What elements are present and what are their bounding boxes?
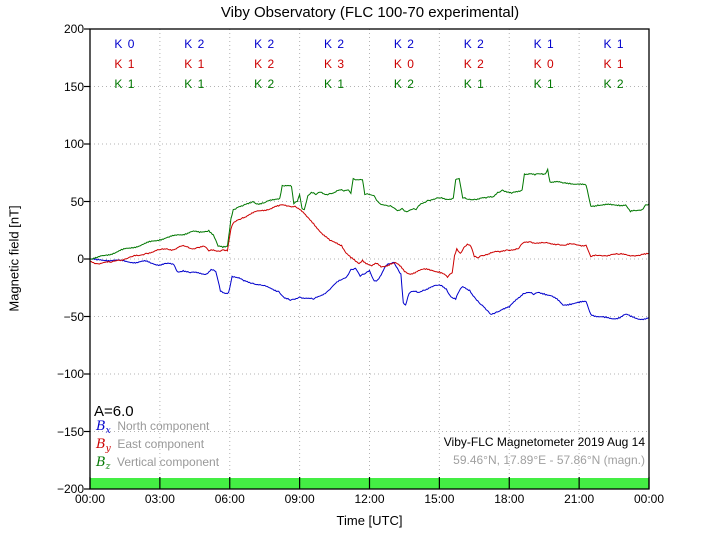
legend-symbol: B xyxy=(96,437,106,452)
x-tick-label: 12:00 xyxy=(354,492,385,506)
legend-label: Vertical component xyxy=(116,455,220,469)
k-index-cell-bz-0: K 1 xyxy=(114,77,136,91)
bz-vertical-component-line xyxy=(89,167,650,260)
x-tick-label: 00:00 xyxy=(633,492,665,506)
k-index-cell-by-4: K 0 xyxy=(393,57,415,71)
x-tick-label: 03:00 xyxy=(144,492,175,506)
plot-border xyxy=(89,28,650,490)
legend-symbol-subscript: z xyxy=(105,462,111,472)
k-index-cell-bx-6: K 1 xyxy=(533,37,555,51)
x-tick-label: 15:00 xyxy=(424,492,455,506)
x-tick-label: 00:00 xyxy=(74,492,106,506)
k-index-cell-bx-7: K 1 xyxy=(603,37,625,51)
k-index-cell-bz-4: K 2 xyxy=(393,77,415,91)
y-tick-label: −100 xyxy=(56,367,84,381)
legend-symbol-subscript: x xyxy=(105,426,111,436)
k-index-cell-bx-3: K 2 xyxy=(324,37,346,51)
legend-label: East component xyxy=(117,437,205,451)
k-index-cell-bz-3: K 1 xyxy=(324,77,346,91)
k-index-cell-bx-1: K 2 xyxy=(184,37,206,51)
k-index-cell-by-1: K 1 xyxy=(184,57,206,71)
a-index-annotation: A=6.0 xyxy=(94,403,134,420)
y-tick-label: −50 xyxy=(63,309,84,324)
k-index-cell-by-5: K 2 xyxy=(463,57,485,71)
k-index-cell-by-6: K 0 xyxy=(533,57,555,71)
k-index-cell-by-2: K 2 xyxy=(254,57,276,71)
k-index-cell-by-0: K 1 xyxy=(114,57,136,71)
k-index-cell-bz-1: K 1 xyxy=(184,77,206,91)
k-index-cell-bz-6: K 1 xyxy=(533,77,555,91)
k-index-cell-bz-5: K 1 xyxy=(463,77,485,91)
chart-title: Viby Observatory (FLC 100-70 experimenta… xyxy=(220,4,520,21)
k-index-cell-by-7: K 1 xyxy=(603,57,625,71)
k-index-cell-bx-4: K 2 xyxy=(393,37,415,51)
k-index-cell-bz-2: K 2 xyxy=(254,77,276,91)
k-index-cell-by-3: K 3 xyxy=(324,57,346,71)
x-tick-label: 09:00 xyxy=(284,492,315,506)
y-tick-label: 150 xyxy=(63,79,84,94)
legend-item-x: Bx North component xyxy=(96,419,219,437)
y-tick-label: 200 xyxy=(63,22,84,36)
x-tick-label: 18:00 xyxy=(494,492,525,506)
k-index-cell-bx-2: K 2 xyxy=(254,37,276,51)
credit-line-1: Viby-FLC Magnetometer 2019 Aug 14 xyxy=(443,435,645,449)
legend-item-y: By East component xyxy=(96,437,219,455)
legend-label: North component xyxy=(117,419,210,433)
x-tick-label: 21:00 xyxy=(564,492,595,506)
by-east-component-line xyxy=(89,204,650,279)
x-tick-label: 06:00 xyxy=(214,492,245,506)
legend: Bx North component By East component Bz Ve… xyxy=(96,419,219,473)
credit-line-2: 59.46°N, 17.89°E - 57.86°N (magn.) xyxy=(453,453,645,467)
legend-symbol: B xyxy=(96,455,106,470)
k-index-cell-bx-0: K 0 xyxy=(114,37,136,51)
y-tick-label: 100 xyxy=(63,137,84,151)
y-axis-title: Magnetic field [nT] xyxy=(6,205,22,312)
k-index-cell-bx-5: K 2 xyxy=(463,37,485,51)
x-axis-title: Time [UTC] xyxy=(336,513,403,528)
y-tick-label: 50 xyxy=(70,194,84,209)
y-tick-label: −150 xyxy=(56,424,84,439)
y-tick-label: 0 xyxy=(77,252,84,266)
legend-item-z: Bz Vertical component xyxy=(96,455,219,473)
bx-north-component-line xyxy=(89,258,650,321)
legend-symbol: B xyxy=(96,419,106,434)
legend-symbol-subscript: y xyxy=(105,444,111,454)
y-tick-label: −200 xyxy=(56,482,84,496)
k-index-cell-bz-7: K 2 xyxy=(603,77,625,91)
